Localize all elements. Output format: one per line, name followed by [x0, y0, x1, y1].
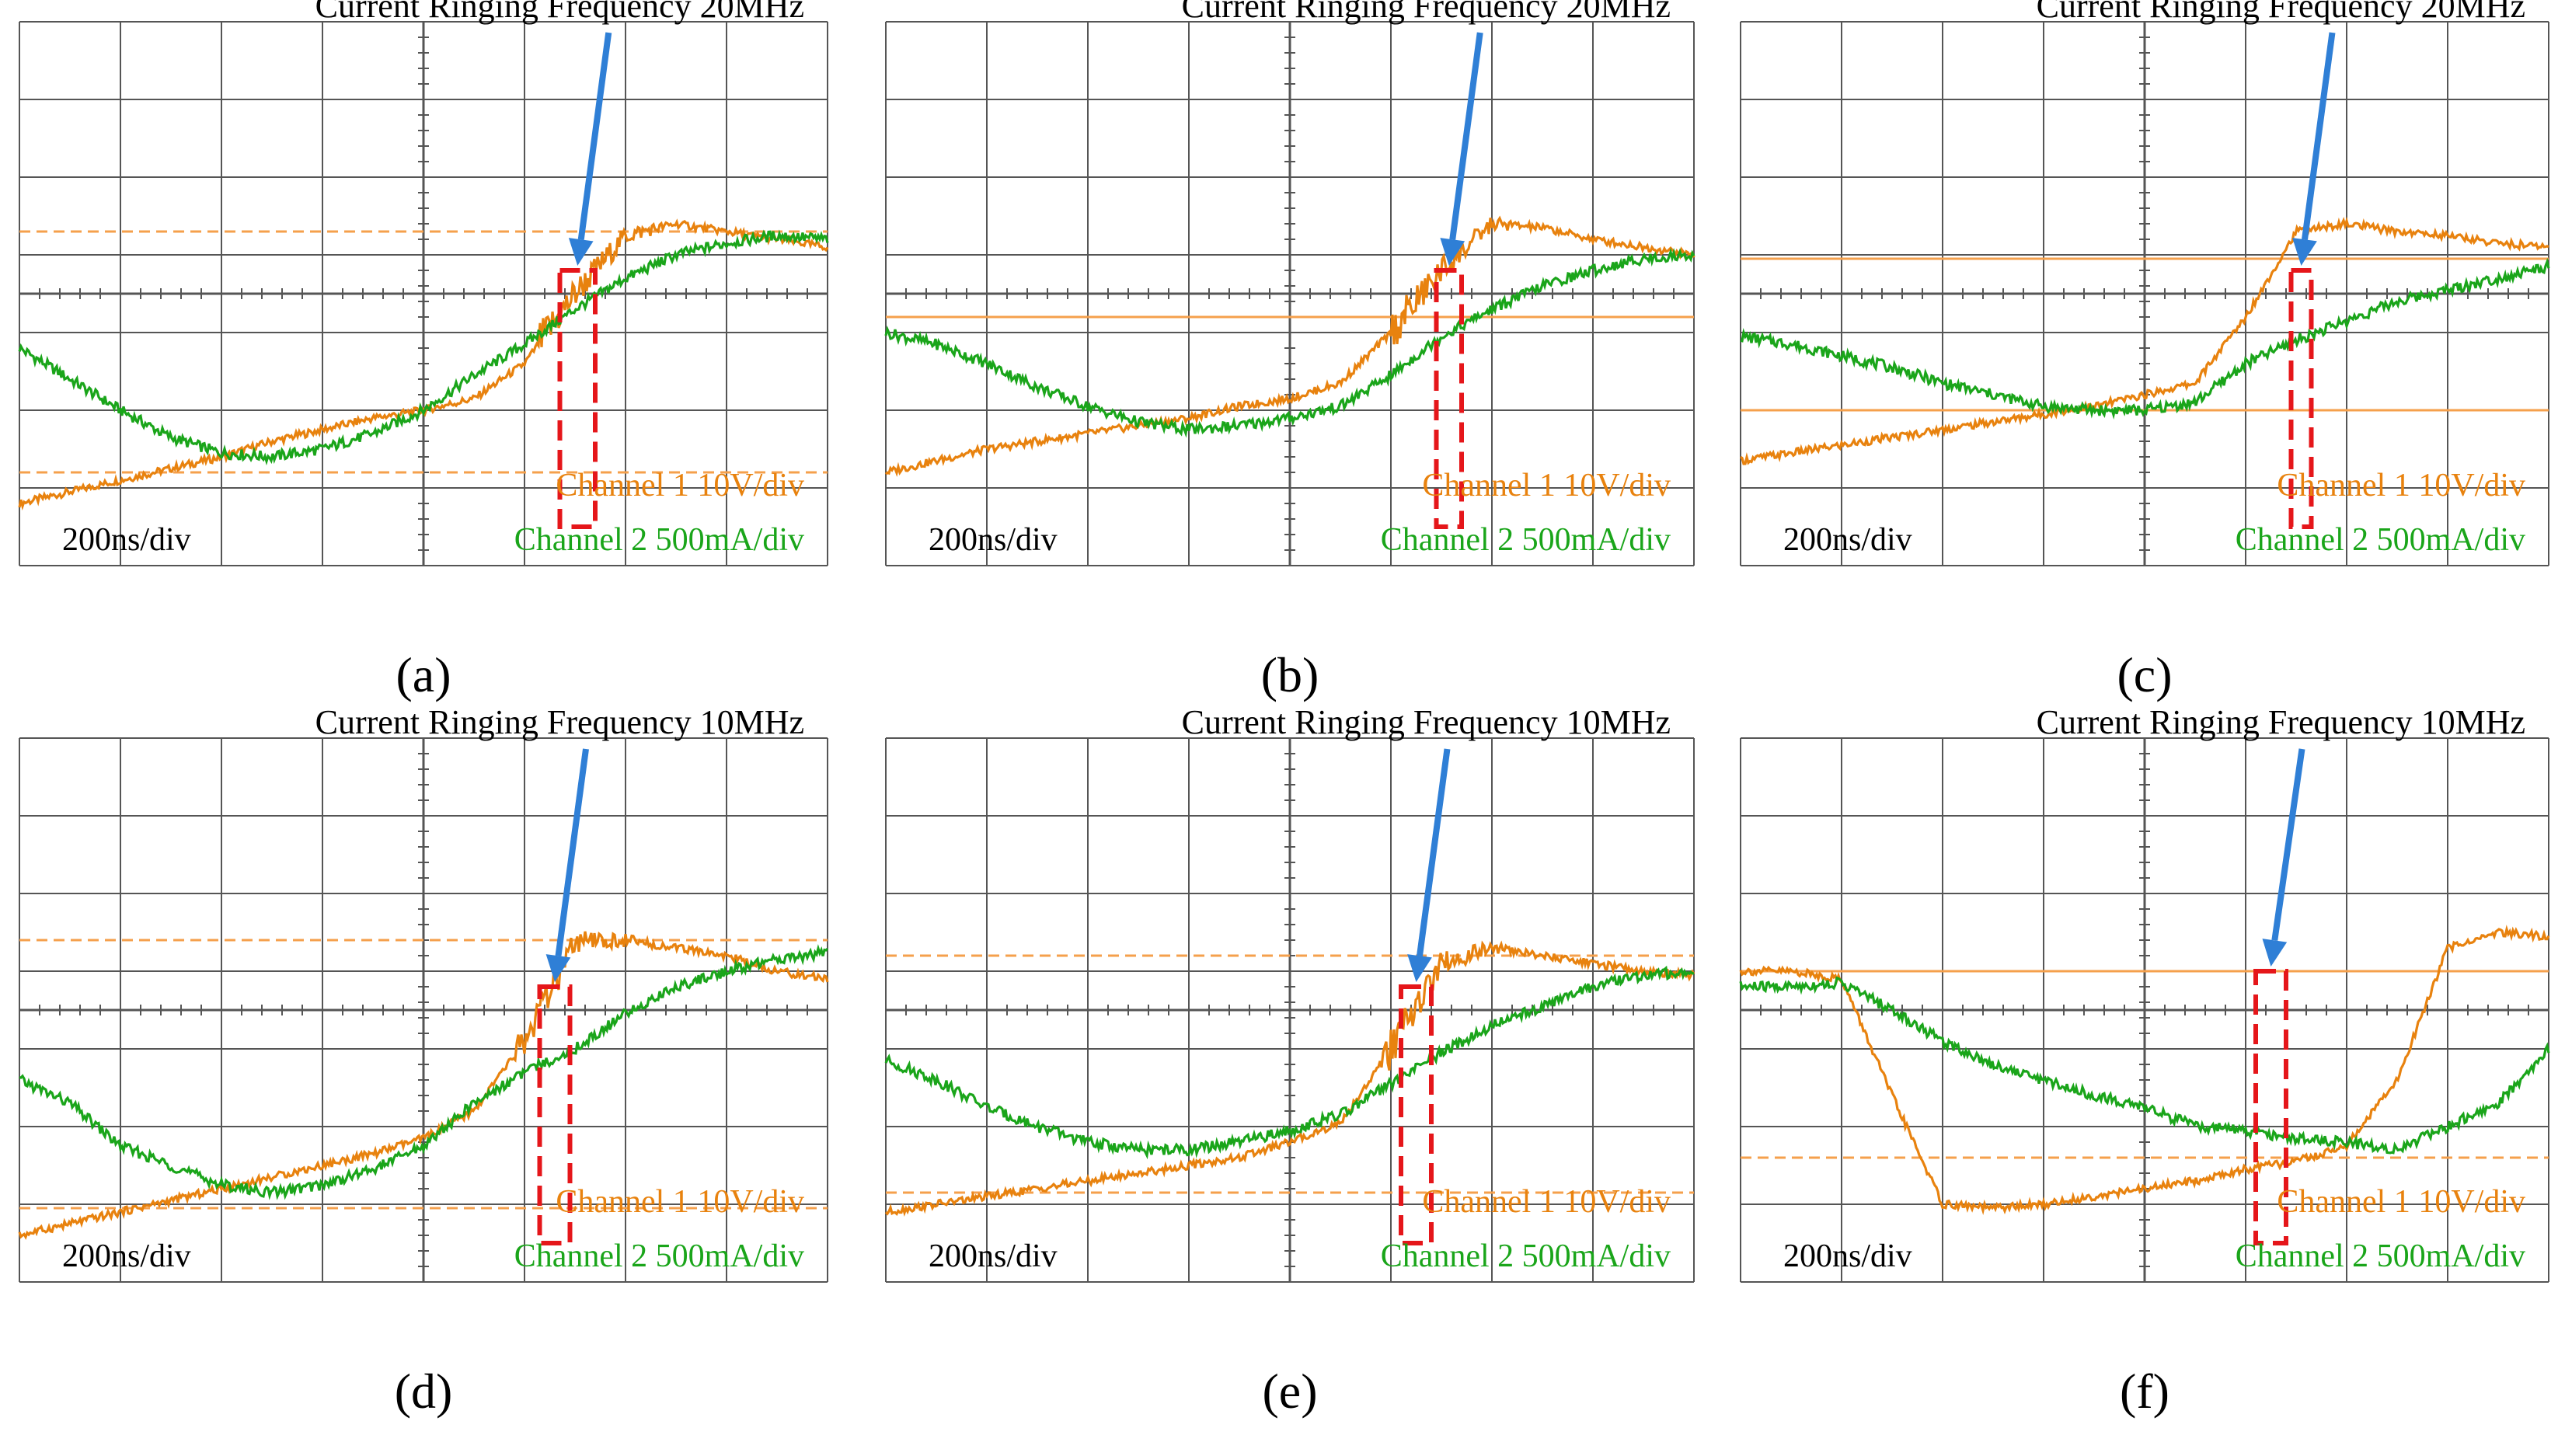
annotation-text: Current Ringing Frequency 20MHz: [315, 0, 804, 25]
annotation-text: Current Ringing Frequency 20MHz: [2037, 0, 2525, 25]
channel2-label: Channel 2 500mA/div: [1381, 522, 1671, 558]
timebase-label: 200ns/div: [1783, 522, 1912, 558]
arrow-shaft: [1452, 33, 1480, 239]
arrow-head: [2262, 939, 2287, 967]
arrow-head: [1407, 954, 1432, 982]
arrow-shaft: [2274, 749, 2302, 940]
channel2-label: Channel 2 500mA/div: [1381, 1238, 1671, 1274]
arrow-shaft: [558, 749, 586, 956]
channel1-label: Channel 1 10V/div: [556, 1184, 804, 1220]
channel2-label: Channel 2 500mA/div: [514, 522, 804, 558]
channel2-label: Channel 2 500mA/div: [2236, 522, 2525, 558]
timebase-label: 200ns/div: [62, 1238, 191, 1274]
annotation-text: Current Ringing Frequency 10MHz: [2037, 703, 2525, 741]
panel-label: (a): [396, 647, 451, 702]
arrow-shaft: [581, 33, 609, 239]
oscilloscope-panel: Current Ringing Frequency 20MHz 200ns/div…: [886, 0, 1694, 702]
channel2-label: Channel 2 500mA/div: [514, 1238, 804, 1274]
oscilloscope-panel: Current Ringing Frequency 10MHz 200ns/div…: [1741, 703, 2549, 1419]
annotation-text: Current Ringing Frequency 10MHz: [315, 703, 804, 741]
panel-label: (d): [395, 1364, 453, 1419]
timebase-label: 200ns/div: [929, 1238, 1058, 1274]
annotation-text: Current Ringing Frequency 10MHz: [1182, 703, 1671, 741]
oscilloscope-panel: Current Ringing Frequency 10MHz 200ns/div…: [886, 703, 1694, 1419]
arrow-shaft: [1420, 749, 1448, 956]
channel1-label: Channel 1 10V/div: [2277, 468, 2525, 503]
channel1-label: Channel 1 10V/div: [2277, 1184, 2525, 1220]
timebase-label: 200ns/div: [1783, 1238, 1912, 1274]
channel1-label: Channel 1 10V/div: [556, 468, 804, 503]
channel1-label: Channel 1 10V/div: [1422, 468, 1671, 503]
arrow-head: [2292, 238, 2317, 266]
panel-label: (f): [2120, 1364, 2169, 1419]
panel-label: (c): [2117, 647, 2172, 702]
arrow-shaft: [2305, 33, 2333, 239]
panel-label: (e): [1262, 1364, 1317, 1419]
oscilloscope-panel: Current Ringing Frequency 20MHz 200ns/div…: [19, 0, 828, 702]
oscilloscope-panel: Current Ringing Frequency 20MHz 200ns/div…: [1741, 0, 2549, 702]
channel1-label: Channel 1 10V/div: [1422, 1184, 1671, 1220]
panel-label: (b): [1261, 647, 1319, 702]
timebase-label: 200ns/div: [62, 522, 191, 558]
timebase-label: 200ns/div: [929, 522, 1058, 558]
oscilloscope-figure: Current Ringing Frequency 20MHz 200ns/div…: [0, 0, 2558, 1456]
arrow-head: [569, 238, 594, 266]
annotation-text: Current Ringing Frequency 20MHz: [1182, 0, 1671, 25]
channel2-label: Channel 2 500mA/div: [2236, 1238, 2525, 1274]
oscilloscope-panel: Current Ringing Frequency 10MHz 200ns/div…: [19, 703, 828, 1419]
